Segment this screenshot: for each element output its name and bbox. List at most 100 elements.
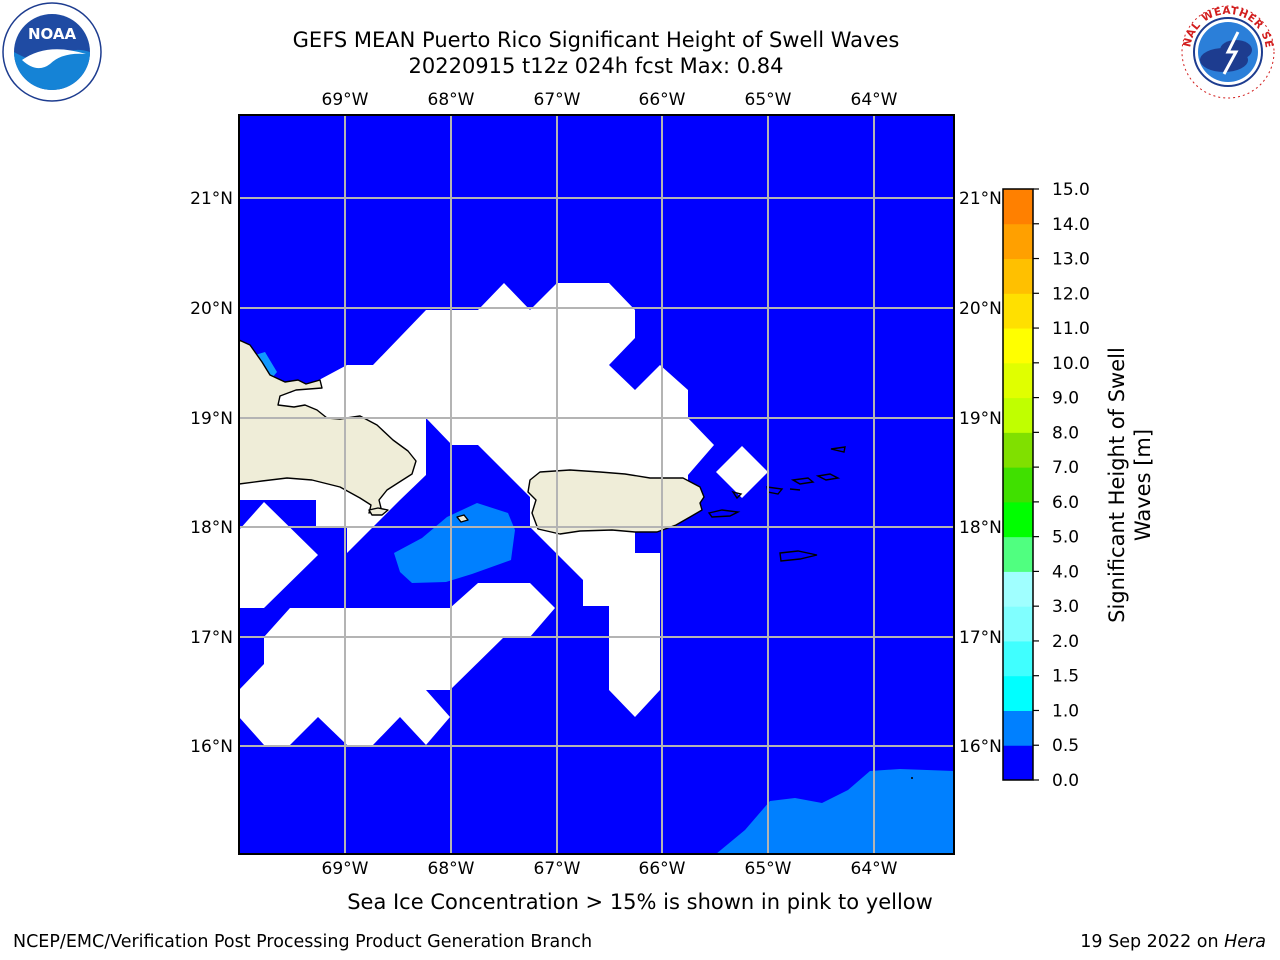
- colorbar-blocks: [1003, 189, 1033, 781]
- colorbar-tick-label: 3.0: [1052, 597, 1079, 617]
- footer-date-text: 19 Sep 2022 on: [1080, 932, 1225, 952]
- lon-tick-bottom: 67°W: [534, 859, 581, 879]
- colorbar-block: [1003, 606, 1033, 642]
- swell-small-north-hispaniola: [255, 352, 277, 378]
- footer-date: 19 Sep 2022 on Hera: [1080, 932, 1266, 952]
- lat-tick-left: 18°N: [190, 518, 233, 538]
- tortola-island: [815, 473, 841, 481]
- colorbar-tick-label: 9.0: [1052, 389, 1079, 409]
- colorbar-block: [1003, 536, 1033, 572]
- colorbar-tick-label: 15.0: [1052, 180, 1090, 200]
- colorbar-tick-label: 0.0: [1052, 771, 1079, 791]
- st-croix-island: [779, 550, 818, 562]
- colorbar-tick-label: 4.0: [1052, 562, 1079, 582]
- map-frame: [238, 114, 955, 855]
- lat-tick-left: 20°N: [190, 299, 233, 319]
- lat-tick-right: 18°N: [959, 518, 1002, 538]
- colorbar-label: Significant Height of Swell Waves [m]: [1104, 305, 1156, 665]
- colorbar-block: [1003, 362, 1033, 399]
- colorbar-block: [1003, 293, 1033, 329]
- culebra-island: [731, 490, 743, 500]
- mona-island: [456, 514, 469, 523]
- chart-title-line1: GEFS MEAN Puerto Rico Significant Height…: [292, 28, 900, 52]
- colorbar-block: [1003, 710, 1033, 746]
- graticule: [239, 115, 954, 854]
- colorbar-tick-label: 8.0: [1052, 423, 1079, 443]
- colorbar-tick-label: 6.0: [1052, 493, 1079, 513]
- lon-tick-top: 64°W: [851, 90, 898, 110]
- lat-tick-left: 19°N: [190, 409, 233, 429]
- hispaniola-land: [239, 339, 417, 514]
- lat-tick-right: 16°N: [959, 737, 1002, 757]
- colorbar-tick-label: 1.0: [1052, 701, 1079, 721]
- colorbar-tick-label: 2.0: [1052, 632, 1079, 652]
- lon-ticks-top: 69°W 68°W 67°W 66°W 65°W 64°W: [322, 90, 898, 110]
- footer-machine: Hera: [1224, 932, 1266, 952]
- footer-credit: NCEP/EMC/Verification Post Processing Pr…: [13, 932, 593, 952]
- colorbar-block: [1003, 223, 1033, 260]
- lat-tick-left: 21°N: [190, 189, 233, 209]
- colorbar-block: [1003, 397, 1033, 433]
- colorbar-tick-label: 12.0: [1052, 284, 1090, 304]
- colorbar-frame: [1002, 188, 1034, 781]
- saona-island: [368, 507, 389, 516]
- vieques-island: [707, 509, 741, 518]
- colorbar-block: [1003, 432, 1033, 468]
- lon-tick-top: 68°W: [428, 90, 475, 110]
- colorbar-block: [1003, 467, 1033, 503]
- colorbar-tick-label: 11.0: [1052, 319, 1090, 339]
- colorbar-block: [1003, 675, 1033, 711]
- noaa-logo-text: NOAA: [28, 25, 77, 43]
- chart-title-line2: 20220915 t12z 024h fcst Max: 0.84: [408, 54, 784, 78]
- lat-ticks-left: 21°N 20°N 19°N 18°N 17°N 16°N: [190, 189, 233, 757]
- lon-tick-bottom: 68°W: [428, 859, 475, 879]
- colorbar-block: [1003, 745, 1033, 781]
- colorbar-block: [1003, 640, 1033, 677]
- map-area: [239, 115, 954, 854]
- lon-tick-top: 67°W: [534, 90, 581, 110]
- sea-ice-note: Sea Ice Concentration > 15% is shown in …: [347, 890, 933, 914]
- colorbar-tick-label: 0.5: [1052, 736, 1079, 756]
- st-john-island: [790, 477, 815, 485]
- lon-tick-bottom: 66°W: [639, 859, 686, 879]
- colorbar-tick-label: 14.0: [1052, 215, 1090, 235]
- lon-tick-top: 69°W: [322, 90, 369, 110]
- small-islet: [911, 777, 913, 779]
- colorbar-tick-label: 10.0: [1052, 354, 1090, 374]
- lon-ticks-bottom: 69°W 68°W 67°W 66°W 65°W 64°W: [322, 859, 898, 879]
- small-cay: [789, 488, 801, 491]
- lon-tick-bottom: 69°W: [322, 859, 369, 879]
- colorbar-ticks: 15.0 14.0 13.0 12.0 11.0 10.0 9.0 8.0 7.0 6.0 5.0 4…: [1033, 180, 1090, 791]
- colorbar-tick-label: 1.5: [1052, 667, 1079, 687]
- lon-tick-bottom: 65°W: [745, 859, 792, 879]
- colorbar-label-line1: Significant Height of Swell: [1105, 347, 1129, 623]
- no-data-regions: [239, 283, 768, 745]
- colorbar-block: [1003, 571, 1033, 607]
- lat-tick-left: 17°N: [190, 628, 233, 648]
- lat-tick-right: 19°N: [959, 409, 1002, 429]
- colorbar-block: [1003, 501, 1033, 538]
- colorbar-label-line2: Waves [m]: [1131, 428, 1155, 542]
- land: [239, 339, 705, 535]
- puerto-rico-land: [527, 469, 705, 535]
- lon-tick-bottom: 64°W: [851, 859, 898, 879]
- anegada-island: [830, 446, 846, 453]
- colorbar-block: [1003, 328, 1033, 364]
- lat-tick-left: 16°N: [190, 737, 233, 757]
- lon-tick-top: 65°W: [745, 90, 792, 110]
- colorbar-tick-label: 7.0: [1052, 458, 1079, 478]
- colorbar-tick-label: 13.0: [1052, 250, 1090, 270]
- lat-tick-right: 20°N: [959, 299, 1002, 319]
- colorbar-tick-label: 5.0: [1052, 528, 1079, 548]
- swell-0.5-1.0m-mona: [394, 503, 515, 583]
- noaa-logo: NOAA: [2, 2, 102, 102]
- swell-0.5-1.0m-southeast: [716, 769, 954, 854]
- nws-logo: NATIONAL WEATHER SERVICE: [1178, 2, 1276, 100]
- colorbar-block: [1003, 189, 1033, 225]
- lat-tick-right: 21°N: [959, 189, 1002, 209]
- colorbar-block: [1003, 258, 1033, 294]
- lon-tick-top: 66°W: [639, 90, 686, 110]
- lat-ticks-right: 21°N 20°N 19°N 18°N 17°N 16°N: [959, 189, 1002, 757]
- lat-tick-right: 17°N: [959, 628, 1002, 648]
